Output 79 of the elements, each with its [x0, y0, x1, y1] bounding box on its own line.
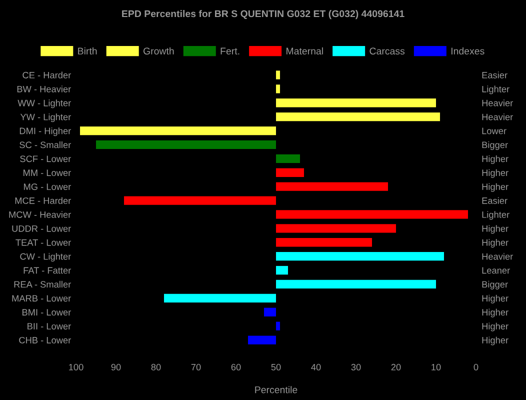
- y-tick-label: UDDR - Lower: [12, 225, 71, 232]
- y-tick-label: BMI - Lower: [22, 309, 71, 316]
- y-tick-label: REA - Smaller: [14, 280, 71, 288]
- bar: [276, 280, 436, 289]
- y2-tick-label: Higher: [482, 239, 508, 248]
- y-tick-label: CHB - Lower: [19, 336, 71, 344]
- x-tick-label: 50: [271, 364, 281, 370]
- y-tick-label: CW - Lighter: [20, 253, 71, 262]
- y-tick-label: CE - Harder: [22, 72, 71, 78]
- y-tick-label: FAT - Fatter: [24, 267, 71, 274]
- y2-tick-label: Heavier: [482, 114, 513, 120]
- y2-tick-label: Higher: [482, 183, 508, 192]
- x-tick-label: 30: [351, 364, 361, 370]
- bar: [124, 196, 276, 205]
- bar: [96, 140, 276, 150]
- y2-tick-label: Higher: [482, 308, 508, 318]
- y2-tick-label: Easier: [482, 197, 508, 204]
- y2-tick-label: Lower: [482, 128, 506, 134]
- y-tick-label: MG - Lower: [24, 183, 71, 190]
- x-tick-label: 80: [151, 364, 161, 370]
- x-tick-label: 0: [474, 364, 478, 370]
- bar: [248, 336, 276, 344]
- bar: [276, 182, 388, 191]
- bar: [276, 84, 280, 94]
- y-tick-label: BII - Lower: [28, 323, 71, 330]
- bar: [164, 294, 276, 302]
- y2-tick-label: Higher: [482, 169, 508, 178]
- x-axis-title: Percentile: [255, 386, 298, 394]
- legend-label: Carcass: [370, 48, 405, 55]
- y2-tick-label: Bigger: [482, 141, 508, 150]
- y-tick-label: BW - Heavier: [17, 86, 71, 92]
- bar: [80, 126, 276, 136]
- bar: [276, 252, 444, 261]
- y-tick-label: MCE - Harder: [15, 197, 71, 204]
- y-tick-label: SC - Smaller: [20, 141, 71, 148]
- y2-tick-label: Higher: [482, 294, 508, 304]
- bar: [276, 70, 280, 80]
- y2-tick-label: Lighter: [482, 86, 510, 94]
- bar: [276, 168, 304, 177]
- y2-tick-label: Higher: [482, 336, 508, 346]
- y2-tick-label: Leaner: [482, 267, 510, 274]
- y2-tick-label: Higher: [482, 225, 508, 234]
- bar: [276, 112, 440, 122]
- legend-label: Maternal: [286, 47, 323, 55]
- y-tick-label: YW - Lighter: [20, 114, 71, 122]
- y2-tick-label: Easier: [482, 72, 508, 78]
- y2-tick-label: Higher: [482, 322, 508, 332]
- legend-label: Indexes: [451, 47, 484, 55]
- y-tick-label: DMI - Higher: [20, 127, 71, 136]
- bar: [276, 98, 436, 108]
- y-tick-label: SCF - Lower: [20, 156, 71, 162]
- chart-title: EPD Percentiles for BR S QUENTIN G032 ET (G032) 44096141: [122, 10, 404, 20]
- bar: [276, 322, 280, 330]
- y-tick-label: WW - Lighter: [18, 100, 71, 108]
- y-tick-label: MARB - Lower: [12, 295, 71, 302]
- bar: [276, 210, 468, 219]
- legend-label: Fert.: [220, 48, 240, 55]
- y2-tick-label: Higher: [482, 155, 508, 164]
- x-tick-label: 20: [391, 364, 401, 370]
- y2-tick-label: Lighter: [482, 211, 510, 220]
- x-tick-label: 90: [111, 364, 121, 370]
- y-tick-label: MCW - Heavier: [9, 211, 71, 218]
- y-tick-label: TEAT - Lower: [16, 239, 71, 246]
- bar: [276, 266, 288, 275]
- y-tick-label: MM - Lower: [24, 170, 71, 176]
- bar: [276, 238, 372, 247]
- x-tick-label: 70: [191, 364, 201, 370]
- x-tick-label: 100: [69, 364, 84, 370]
- x-tick-label: 60: [231, 364, 241, 370]
- x-tick-label: 10: [432, 364, 441, 370]
- x-tick-label: 40: [311, 364, 321, 370]
- y2-tick-label: Bigger: [482, 280, 508, 290]
- bar: [276, 224, 396, 233]
- legend-label: Birth: [78, 47, 97, 55]
- bar: [264, 308, 276, 316]
- bar: [276, 154, 300, 163]
- legend-label: Growth: [144, 47, 174, 55]
- y2-tick-label: Heavier: [482, 253, 513, 260]
- y2-tick-label: Heavier: [482, 100, 513, 106]
